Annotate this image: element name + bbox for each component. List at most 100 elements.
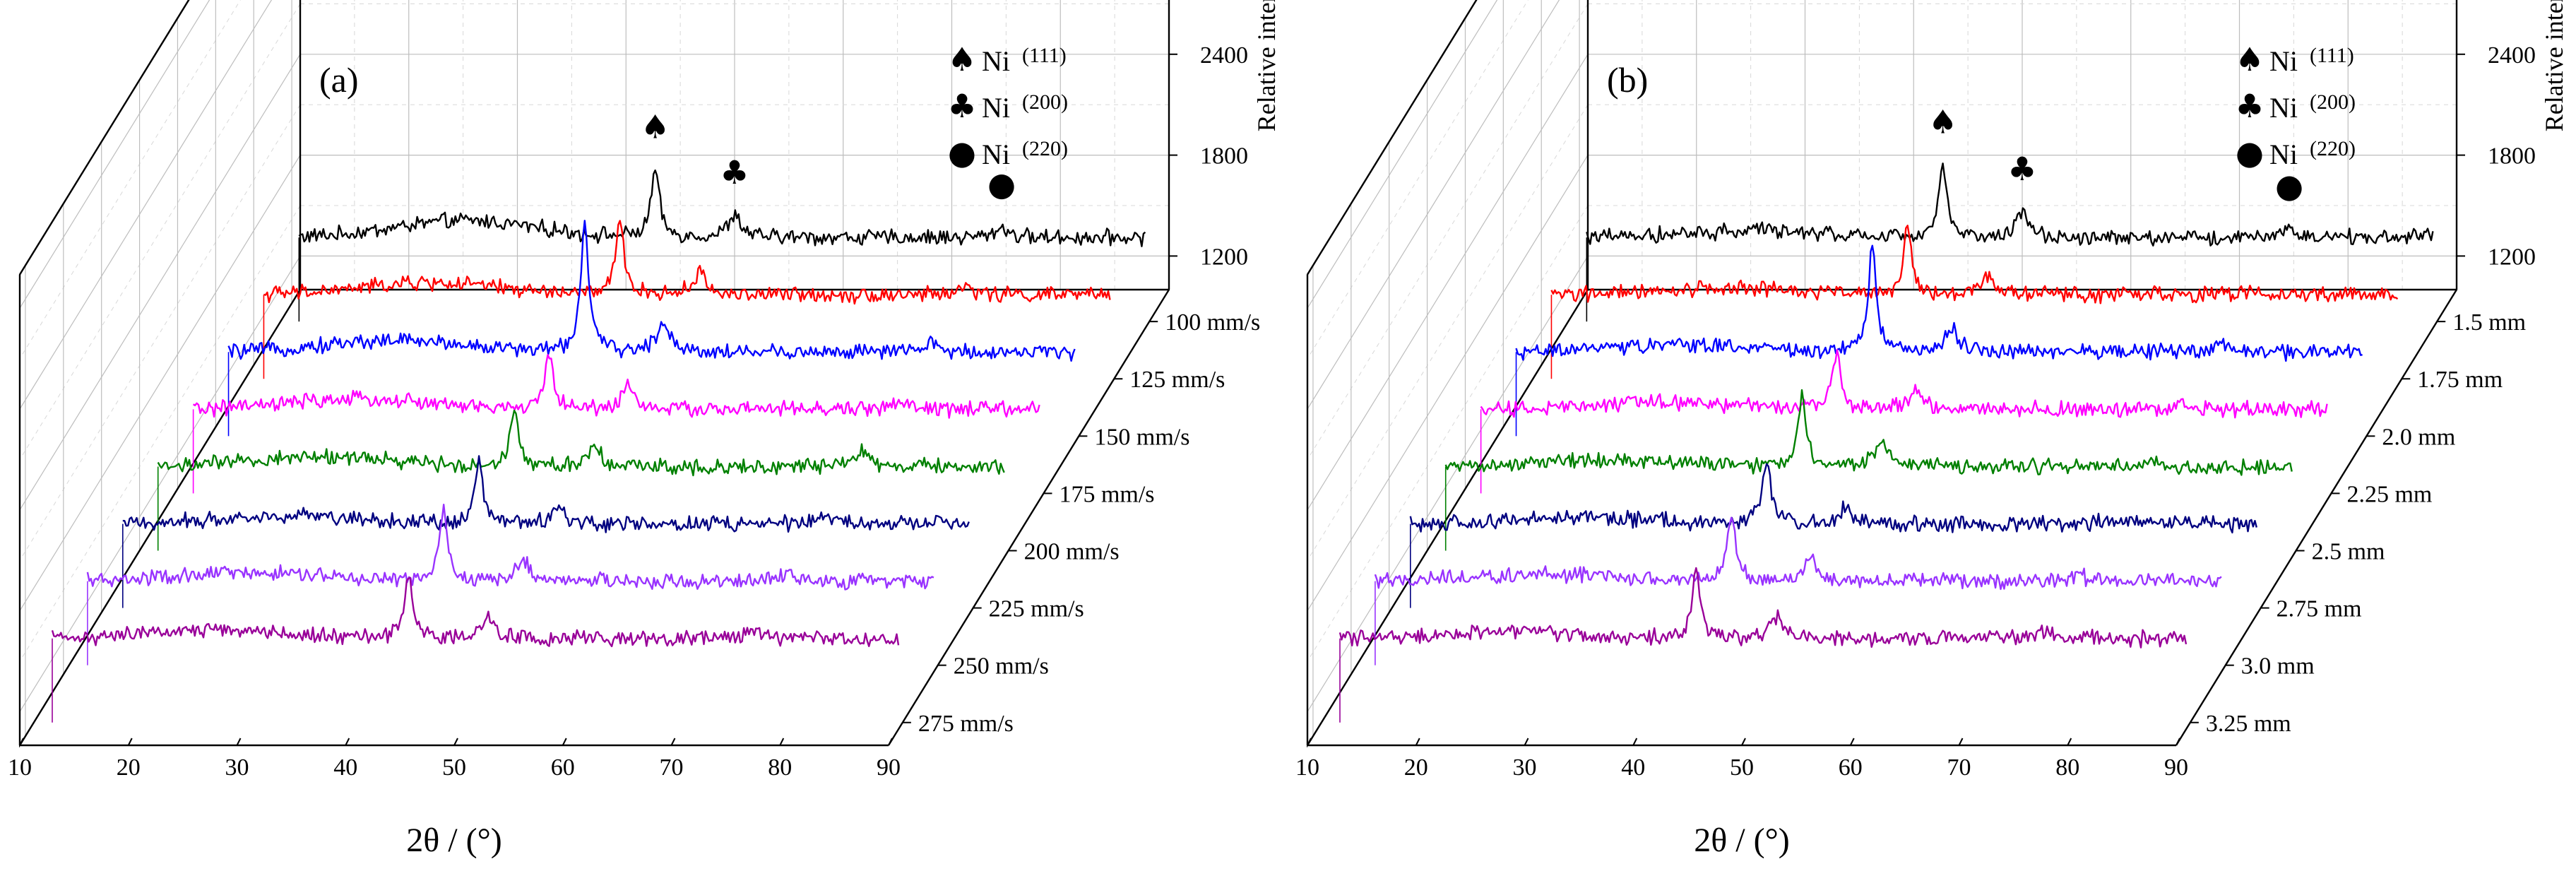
- xrd-traces: [1339, 162, 2434, 723]
- x-tick-label: 70: [1947, 754, 1971, 781]
- axis-edge: [887, 289, 1170, 746]
- depth-tick-label: 2.5 mm: [2312, 538, 2385, 564]
- x-tick-mark: [236, 738, 242, 746]
- xrd-trace-line: [227, 220, 1076, 362]
- x-tick-mark: [2176, 738, 2180, 746]
- legend-hkl: (111): [2310, 44, 2354, 67]
- xrd-trace-line: [51, 576, 900, 648]
- peak-markers: ♠ ♣ ●: [641, 108, 1016, 203]
- x-tick-mark: [1307, 738, 1312, 746]
- x-tick-mark: [2067, 738, 2072, 746]
- legend-label: Ni: [982, 138, 1010, 170]
- legend-hkl: (200): [2310, 90, 2356, 114]
- legend-label: Ni: [2269, 92, 2298, 124]
- z-tick-label: 2400: [2488, 42, 2536, 69]
- x-tick-mark: [1524, 738, 1529, 746]
- side-grid-z: [19, 0, 210, 309]
- axis-edges: [18, 0, 1170, 747]
- xrd-trace-line: [86, 504, 934, 591]
- z-tick-label: 1800: [2488, 143, 2536, 170]
- dot-icon: ●: [987, 165, 1016, 203]
- x-tick-mark: [1741, 738, 1746, 746]
- xrd-trace-line: [1515, 244, 2363, 362]
- xrd-trace-line: [1586, 162, 2434, 247]
- depth-tick-label: 225 mm/s: [989, 596, 1084, 622]
- club-icon: ♣: [720, 153, 749, 191]
- axis-edge: [1306, 0, 1478, 276]
- xrd-trace-line: [263, 220, 1111, 305]
- xrd-traces: [51, 169, 1146, 723]
- x-tick-label: 30: [1513, 754, 1537, 781]
- depth-tick-label: 3.0 mm: [2241, 653, 2315, 680]
- xrd-trace-line: [1550, 225, 2399, 304]
- dot-icon: ●: [2275, 167, 2303, 205]
- axis-edge: [18, 0, 190, 276]
- x-tick-label: 90: [2164, 754, 2188, 781]
- depth-tick-label: 1.75 mm: [2417, 367, 2503, 393]
- z-tick-label: 1200: [2488, 244, 2536, 270]
- x-tick-mark: [127, 738, 133, 746]
- depth-tick-label: 200 mm/s: [1024, 538, 1120, 564]
- depth-tick-label: 150 mm/s: [1094, 424, 1189, 450]
- x-tick-label: 90: [877, 754, 901, 781]
- x-tick-mark: [562, 738, 567, 746]
- side-grid-z: [1307, 0, 1498, 309]
- x-tick-label: 30: [225, 754, 249, 781]
- xrd-trace-line: [298, 169, 1146, 247]
- axis-edge: [1306, 289, 1589, 746]
- panel-a-chart: 10 20 30 40 50 60 70 80 90 2θ / (°) 1200 1800 2400 30…: [8, 0, 1281, 859]
- dot-icon: ●: [2236, 134, 2264, 172]
- legend-hkl: (220): [2310, 137, 2356, 160]
- x-axis-label: 2θ / (°): [1694, 822, 1790, 859]
- x-tick-label: 40: [1621, 754, 1645, 781]
- panel-b-chart: 10 20 30 40 50 60 70 80 90 2θ / (°) 1200 1800 2400 30…: [1295, 0, 2568, 859]
- x-tick-label: 20: [117, 754, 141, 781]
- x-tick-label: 50: [1730, 754, 1754, 781]
- x-axis-label: 2θ / (°): [406, 822, 502, 859]
- depth-tick-label: 1.5 mm: [2452, 309, 2526, 336]
- depth-tick-label: 175 mm/s: [1059, 481, 1154, 507]
- x-tick-label: 80: [2055, 754, 2079, 781]
- x-axis-ticks: 10 20 30 40 50 60 70 80 90: [8, 738, 901, 781]
- x-tick-label: 40: [333, 754, 357, 781]
- x-tick-label: 60: [1839, 754, 1863, 781]
- xrd-trace-line: [1374, 516, 2222, 591]
- legend-hkl: (111): [1022, 44, 1067, 67]
- x-tick-label: 50: [442, 754, 466, 781]
- x-tick-mark: [670, 738, 676, 746]
- x-tick-mark: [888, 738, 893, 746]
- x-tick-mark: [345, 738, 350, 746]
- depth-tick-label: 100 mm/s: [1165, 309, 1260, 336]
- x-tick-label: 60: [551, 754, 575, 781]
- x-tick-mark: [1958, 738, 1964, 746]
- x-tick-label: 10: [1295, 754, 1319, 781]
- club-icon: ♣: [2007, 150, 2036, 188]
- x-tick-mark: [779, 738, 785, 746]
- x-tick-mark: [19, 738, 24, 746]
- gridlines: [1307, 0, 2457, 737]
- xrd-trace-line: [122, 455, 970, 533]
- legend-label: Ni: [2269, 138, 2298, 170]
- depth-tick-label: 2.0 mm: [2382, 424, 2455, 450]
- z-tick-label: 2400: [1200, 42, 1248, 69]
- depth-tick-label: 125 mm/s: [1129, 367, 1225, 393]
- z-axis-ticks: 12001800240030003600: [2457, 42, 2536, 270]
- xrd-trace-line: [1409, 463, 2257, 534]
- peak-markers: ♠ ♣ ●: [1928, 103, 2303, 205]
- depth-tick-label: 3.25 mm: [2206, 711, 2291, 737]
- spade-icon: ♠: [2235, 40, 2264, 78]
- z-tick-label: 1800: [1200, 143, 1248, 170]
- legend-label: Ni: [982, 92, 1010, 124]
- legend-label: Ni: [2269, 45, 2298, 77]
- club-icon: ♣: [947, 87, 976, 125]
- depth-tick-label: 250 mm/s: [954, 653, 1049, 680]
- depth-axis-labels: 1.5 mm 1.75 mm 2.0 mm 2.25 mm 2.5 mm 2.75 mm 3…: [2190, 309, 2526, 737]
- x-tick-label: 20: [1404, 754, 1428, 781]
- z-axis-ticks: 12001800240030003600: [1169, 42, 1248, 270]
- xrd-trace-line: [157, 409, 1005, 477]
- legend-hkl: (200): [1022, 90, 1068, 114]
- depth-tick-label: 2.75 mm: [2277, 596, 2362, 622]
- x-tick-mark: [1415, 738, 1420, 746]
- club-icon: ♣: [2235, 87, 2264, 125]
